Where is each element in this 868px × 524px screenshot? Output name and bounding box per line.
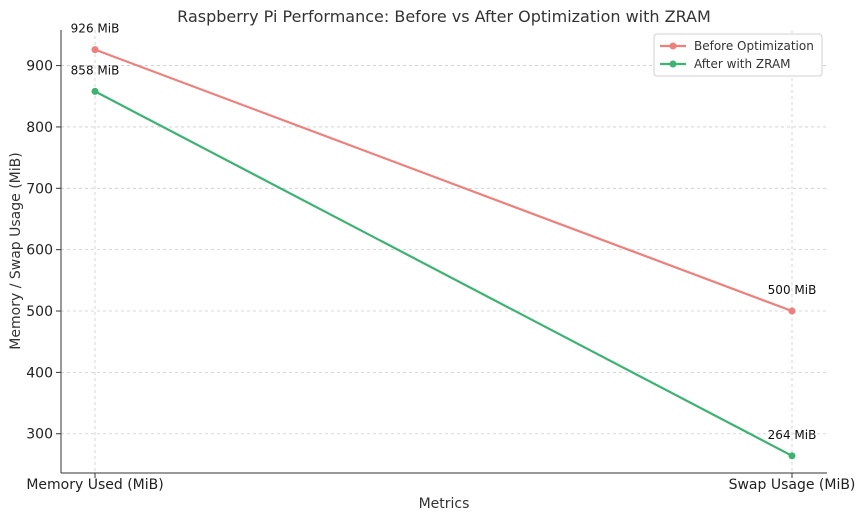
legend-label: Before Optimization <box>694 39 814 53</box>
chart-title: Raspberry Pi Performance: Before vs Afte… <box>177 7 711 26</box>
y-tick-label: 900 <box>26 59 53 75</box>
data-label: 500 MiB <box>768 283 817 297</box>
legend-label: After with ZRAM <box>694 57 791 71</box>
legend-box <box>653 33 823 77</box>
y-axis-label: Memory / Swap Usage (MiB) <box>8 152 24 349</box>
legend: Before Optimization After with ZRAM <box>653 33 823 77</box>
y-tick-label: 800 <box>26 120 53 136</box>
legend-entries: Before Optimization After with ZRAM <box>660 39 814 71</box>
legend-swatch-marker <box>669 42 677 50</box>
y-tick-label: 400 <box>26 365 53 381</box>
series-layer <box>91 46 796 460</box>
labels-layer: 926 MiB 500 MiB 858 MiB 264 MiB <box>71 22 817 442</box>
axes-layer: 300 400 500 600 700 800 900 Memory Used (MiB) Sw… <box>26 30 855 493</box>
data-point <box>91 46 99 54</box>
data-label: 264 MiB <box>768 428 817 442</box>
y-tick-label: 300 <box>26 427 53 443</box>
grid-layer <box>61 30 827 473</box>
legend-swatch-marker <box>669 60 677 68</box>
y-tick-label: 700 <box>26 181 53 197</box>
data-point <box>91 87 99 95</box>
series-line-1 <box>94 90 793 457</box>
x-axis-label: Metrics <box>419 496 470 512</box>
series-line-0 <box>94 48 793 313</box>
data-label: 926 MiB <box>71 22 120 36</box>
x-tick-label: Swap Usage (MiB) <box>729 477 856 493</box>
data-point <box>788 452 796 460</box>
data-label: 858 MiB <box>71 63 120 77</box>
x-tick-label: Memory Used (MiB) <box>26 477 163 493</box>
data-point <box>788 307 796 315</box>
y-tick-label: 600 <box>26 243 53 259</box>
y-tick-label: 500 <box>26 304 53 320</box>
